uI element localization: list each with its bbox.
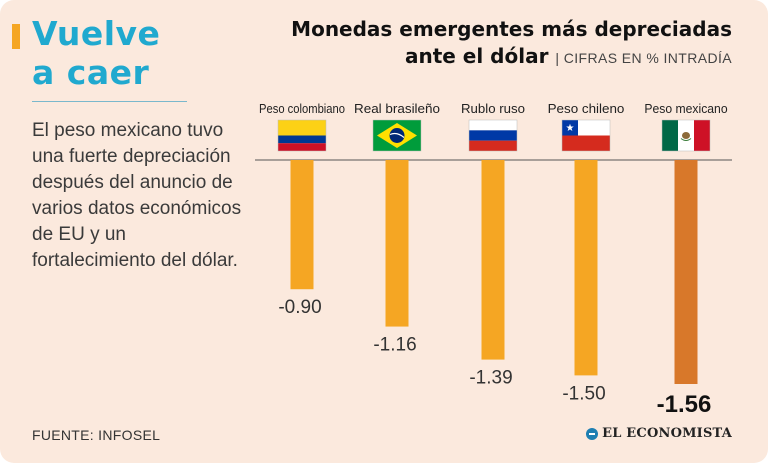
description-text: El peso mexicano tuvo una fuerte depreci… [32, 120, 242, 271]
headline: Vuelve a caer [32, 14, 160, 92]
flag-icon-rublo-ruso [468, 119, 518, 152]
chart-subtitle-text: CIFRAS EN % INTRADÍA [563, 50, 732, 66]
flag-icon-real-brasileno [372, 119, 422, 152]
source-label: FUENTE: INFOSEL [32, 427, 161, 443]
headline-line-2: a caer [32, 53, 150, 92]
category-label-rublo-ruso: Rublo ruso [461, 101, 525, 116]
category-label-peso-chileno: Peso chileno [548, 101, 625, 116]
value-label-peso-mexicano: -1.56 [657, 391, 712, 418]
category-label-peso-colombiano: Peso colombiano [259, 101, 345, 116]
bar-peso-chileno [574, 160, 598, 376]
value-label-peso-colombiano: -0.90 [278, 297, 321, 318]
category-label-real-brasileno: Real brasileño [354, 101, 440, 116]
logo-text: EL ECONOMISTA [602, 426, 732, 441]
bar-rublo-ruso [481, 160, 505, 360]
bar-peso-mexicano [674, 160, 698, 384]
accent-bar [12, 24, 20, 49]
value-label-rublo-ruso: -1.39 [469, 368, 512, 389]
flag-icon-peso-chileno [561, 119, 611, 152]
chart-title-line-2: ante el dólar | CIFRAS EN % INTRADÍA [291, 43, 732, 72]
logo-icon [586, 427, 599, 440]
headline-divider [32, 101, 187, 102]
category-label-peso-mexicano: Peso mexicano [644, 101, 727, 116]
flag-icon-peso-mexicano [661, 119, 711, 152]
headline-line-1: Vuelve [32, 14, 161, 53]
bar-peso-colombiano [290, 160, 314, 290]
chart-title-line-1: Monedas emergentes más depreciadas [291, 17, 732, 41]
chart-subtitle: | CIFRAS EN % INTRADÍA [555, 50, 732, 66]
bar-real-brasileno [385, 160, 409, 327]
el-economista-logo: EL ECONOMISTA [586, 426, 732, 441]
value-label-peso-chileno: -1.50 [562, 383, 605, 404]
value-label-real-brasileno: -1.16 [373, 335, 416, 356]
flag-icon-peso-colombiano [277, 119, 327, 152]
chart-title-line-2-text: ante el dólar [404, 44, 549, 68]
chart-title: Monedas emergentes más depreciadas ante … [291, 16, 732, 72]
